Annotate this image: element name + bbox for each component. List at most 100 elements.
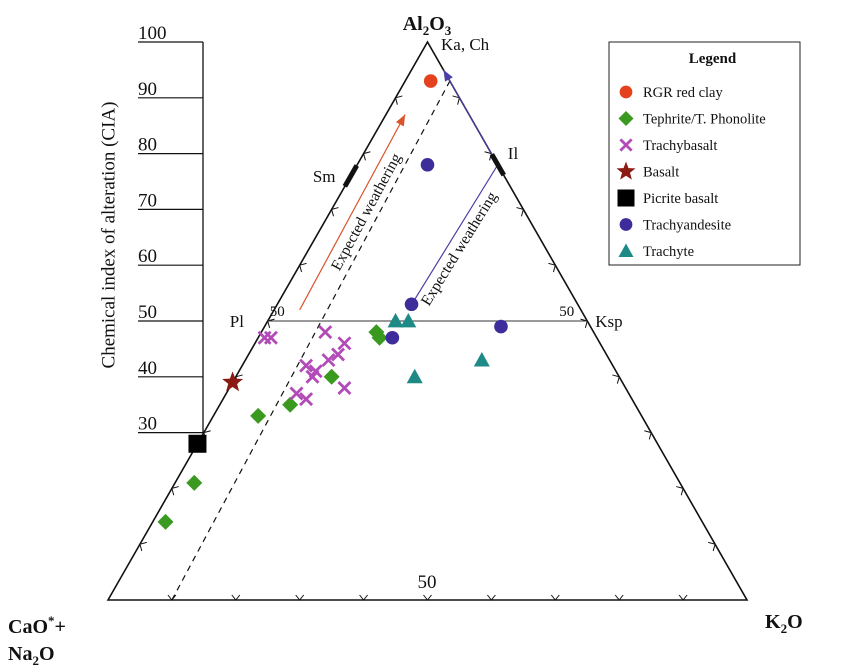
data-point xyxy=(222,371,244,392)
data-point xyxy=(188,434,207,453)
series-trachybasalt xyxy=(257,325,352,407)
mineral-label-ka-ch: Ka, Ch xyxy=(441,35,490,54)
frame-tick xyxy=(295,594,305,601)
data-point xyxy=(387,313,404,328)
legend-marker xyxy=(619,218,633,231)
data-point xyxy=(289,386,304,401)
legend-item: Trachyte xyxy=(618,243,694,260)
frame-tick xyxy=(171,486,179,496)
series-tephrite-t-phonolite xyxy=(157,324,388,530)
legend-label: Picrite basalt xyxy=(643,191,718,207)
fifty-label-bottom: 50 xyxy=(418,572,437,593)
legend-label: RGR red clay xyxy=(643,85,723,101)
cia-tick-label: 40 xyxy=(138,358,157,379)
legend-marker xyxy=(616,161,636,180)
data-point xyxy=(423,74,438,88)
mineral-label-sm: Sm xyxy=(313,167,336,186)
frame-tick xyxy=(614,594,624,601)
cia-tick-label: 30 xyxy=(138,414,157,435)
vertex-al2o3-label: Al2O3 xyxy=(403,13,452,38)
legend-box xyxy=(608,41,801,266)
data-point xyxy=(157,513,174,530)
legend: Legend RGR red clay Tephrite/T. Phonolite… xyxy=(608,41,801,266)
il-reference-mark xyxy=(489,153,506,177)
vertex-na2o-label: Na2O xyxy=(8,643,55,665)
legend-label: Basalt xyxy=(643,165,679,181)
legend-marker xyxy=(619,85,633,99)
frame-tick xyxy=(359,594,368,601)
data-point xyxy=(321,353,336,368)
series-rgr-red-clay xyxy=(423,74,438,88)
data-point xyxy=(186,474,203,491)
data-point xyxy=(385,330,400,345)
vertex-cao-label: CaO*+ xyxy=(8,613,66,638)
frame-tick xyxy=(516,207,524,217)
sm-reference-mark xyxy=(342,164,359,188)
data-point xyxy=(420,157,435,172)
data-point xyxy=(406,368,423,384)
frame-tick xyxy=(580,318,588,328)
series-basalt xyxy=(222,371,244,392)
legend-item: Tephrite/T. Phonolite xyxy=(618,111,766,128)
dashed-reference-line xyxy=(171,80,451,601)
legend-label: Trachybasalt xyxy=(643,138,717,154)
data-point xyxy=(305,369,320,384)
legend-item: RGR red clay xyxy=(619,85,723,101)
cia-ticks: 100 90 80 70 60 50 40 30 xyxy=(138,23,203,435)
cia-tick-label: 80 xyxy=(138,135,157,156)
fifty-label-right: 50 xyxy=(559,304,574,320)
data-point xyxy=(494,319,508,334)
frame-tick xyxy=(548,262,556,273)
mineral-label-ksp: Ksp xyxy=(595,312,622,331)
data-point xyxy=(400,313,417,328)
legend-marker xyxy=(618,111,634,126)
frame-tick xyxy=(267,318,275,328)
weathering-arrow-red xyxy=(299,114,406,311)
weathering-label-blue: Expected weathering xyxy=(418,189,501,309)
legend-marker xyxy=(618,243,634,257)
frame-tick xyxy=(676,486,684,496)
data-point xyxy=(250,407,267,424)
weathering-arrowhead-red xyxy=(395,114,406,127)
frame-tick xyxy=(299,262,307,273)
frame-tick xyxy=(550,594,560,601)
series-trachyandesite xyxy=(385,157,508,345)
frame-tick xyxy=(331,207,339,217)
frame-tick xyxy=(423,594,432,601)
legend-label: Trachyandesite xyxy=(643,218,731,234)
legend-title: Legend xyxy=(689,51,737,67)
ternary-ticks xyxy=(139,95,716,601)
vertex-k2o-label: K2O xyxy=(765,611,803,636)
data-point xyxy=(257,330,272,345)
cia-axis-label: Chemical index of alteration (CIA) xyxy=(98,102,119,369)
frame-tick xyxy=(708,541,716,552)
data-point xyxy=(299,358,314,373)
mineral-label-pl: Pl xyxy=(230,312,244,331)
frame-tick xyxy=(678,594,688,601)
legend-marker xyxy=(619,138,633,152)
data-point xyxy=(337,336,352,351)
weathering-label-red: Expected weathering xyxy=(328,150,405,273)
mineral-label-il: Il xyxy=(508,144,519,163)
data-point xyxy=(299,392,314,407)
cia-tick-label: 70 xyxy=(138,190,157,211)
series-picrite-basalt xyxy=(188,434,207,453)
legend-label: Tephrite/T. Phonolite xyxy=(643,112,766,128)
data-point xyxy=(323,368,340,385)
data-point xyxy=(282,396,299,413)
data-point xyxy=(331,347,346,362)
frame-tick xyxy=(644,430,652,440)
frame-tick xyxy=(231,594,241,601)
data-point xyxy=(318,325,333,340)
data-point xyxy=(404,297,419,312)
legend-items: RGR red clay Tephrite/T. Phonolite Trachyb… xyxy=(616,85,766,260)
frame-tick xyxy=(362,151,371,161)
data-points xyxy=(157,74,508,530)
data-point xyxy=(473,352,490,367)
data-point xyxy=(337,380,352,395)
legend-item: Trachyandesite xyxy=(619,218,731,234)
data-point xyxy=(371,329,388,346)
weathering-arrowhead-blue xyxy=(443,69,453,82)
cia-scale: 100 90 80 70 60 50 40 30 Chemical index of alte… xyxy=(98,23,204,437)
